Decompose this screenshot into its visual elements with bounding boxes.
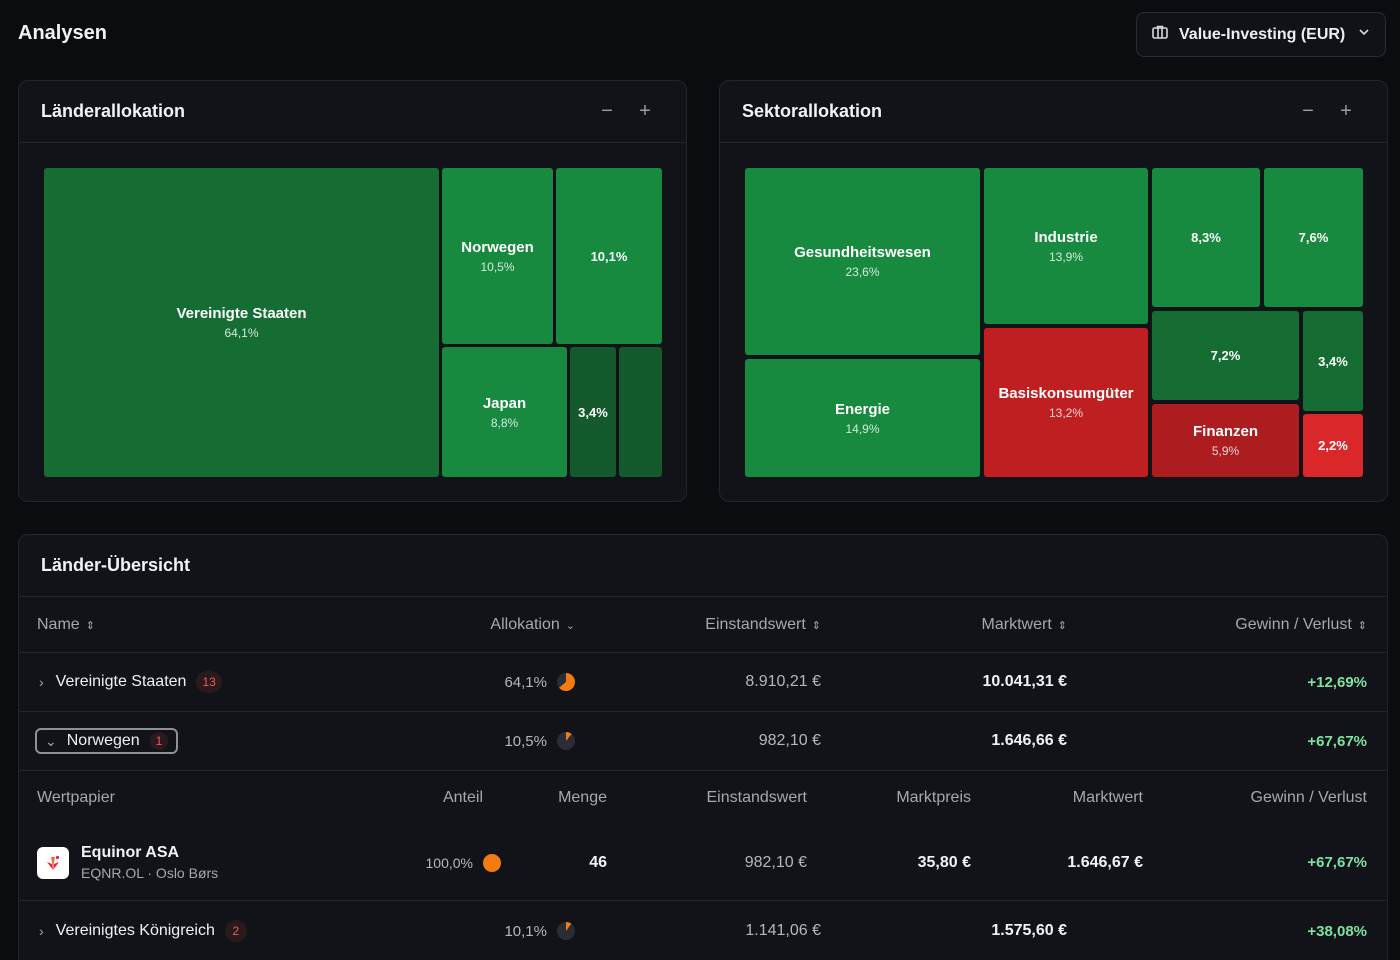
tile-sector-10[interactable]: 2,2%	[1303, 414, 1363, 477]
security-ticker: EQNR.OL · Oslo Børs	[81, 865, 219, 881]
page-title: Analysen	[18, 22, 107, 44]
portfolio-select[interactable]: Value-Investing (EUR)	[1136, 12, 1386, 57]
chevron-right-icon[interactable]: ›	[39, 674, 44, 690]
selected-row-name[interactable]: ⌄ Norwegen 1	[35, 728, 179, 754]
sort-icon: ⇕	[85, 619, 95, 632]
row-cost: 1.141,06 €	[745, 922, 821, 939]
table-header-row: Name ⇕ Allokation ⌄ Einstandswert ⇕ Marktwe…	[19, 598, 1387, 653]
sector-allocation-title: Sektorallokation	[742, 101, 883, 121]
tile-vereinigte-staaten[interactable]: Vereinigte Staaten 64,1%	[44, 168, 439, 477]
col-market[interactable]: Marktwert ⇕	[981, 616, 1067, 633]
col-allocation[interactable]: Allokation ⌄	[490, 616, 575, 633]
tile-sector-6[interactable]: 7,6%	[1264, 168, 1363, 307]
holdings-count-badge: 13	[196, 671, 222, 693]
row-name: › Vereinigte Staaten 13	[39, 653, 222, 711]
subcol-security: Wertpapier	[37, 789, 115, 806]
table-row[interactable]: › Vereinigte Staaten 13 64,1% 8.910,21 €…	[19, 653, 1387, 712]
row-name: ⌄ Norwegen 1	[35, 712, 179, 770]
sector-allocation-panel: Sektorallokation − + Gesundheitswesen 23…	[719, 80, 1388, 502]
share-dot-icon	[483, 853, 501, 872]
sort-icon: ⇕	[1357, 619, 1367, 632]
security-share: 100,0%	[426, 825, 501, 900]
row-market: 1.646,66 €	[991, 732, 1067, 749]
subcol-price: Marktpreis	[896, 789, 971, 806]
tile-sector-5[interactable]: 8,3%	[1152, 168, 1260, 307]
chevron-down-icon: ⌄	[565, 619, 575, 632]
tile-energie[interactable]: Energie 14,9%	[745, 359, 980, 477]
row-cost: 982,10 €	[758, 732, 821, 749]
table-row[interactable]: ⌄ Norwegen 1 10,5% 982,10 € 1.646,66 € +…	[19, 712, 1387, 771]
tile-gesundheitswesen[interactable]: Gesundheitswesen 23,6%	[745, 168, 980, 355]
row-allocation: 64,1%	[504, 653, 575, 711]
security-name-cell: Equinor ASA EQNR.OL · Oslo Børs	[37, 825, 218, 900]
chevron-down-icon	[1357, 25, 1371, 44]
sort-icon: ⇕	[811, 619, 821, 632]
subcol-quantity: Menge	[558, 789, 607, 806]
row-name: › Vereinigtes Königreich 2	[39, 901, 247, 960]
subcol-market: Marktwert	[1072, 789, 1143, 806]
tile-norwegen[interactable]: Norwegen 10,5%	[442, 168, 553, 344]
security-market: 1.646,67 €	[1067, 853, 1143, 871]
country-allocation-title: Länderallokation	[41, 101, 186, 121]
allocation-pie-icon	[557, 673, 575, 691]
briefcase-icon	[1151, 23, 1169, 46]
holdings-count-badge: 1	[149, 732, 169, 750]
zoom-out-button[interactable]: −	[1302, 100, 1314, 122]
country-treemap: Vereinigte Staaten 64,1% Norwegen 10,5% …	[43, 167, 663, 479]
country-overview-header: Länder-Übersicht	[19, 535, 1387, 597]
allocation-pie-icon	[557, 922, 575, 940]
subcol-share: Anteil	[442, 789, 483, 806]
zoom-in-button[interactable]: +	[1340, 100, 1352, 122]
tile-country-5[interactable]: 3,4%	[570, 347, 616, 477]
portfolio-select-label: Value-Investing (EUR)	[1179, 25, 1346, 43]
security-name: Equinor ASA	[81, 844, 180, 861]
row-market: 10.041,31 €	[982, 673, 1067, 690]
tile-basiskonsumgueter[interactable]: Basiskonsumgüter 13,2%	[984, 328, 1148, 477]
security-gain: +67,67%	[1307, 854, 1367, 871]
holdings-count-badge: 2	[224, 920, 247, 942]
security-price: 35,80 €	[917, 853, 971, 871]
sort-icon: ⇕	[1057, 619, 1067, 632]
tile-finanzen[interactable]: Finanzen 5,9%	[1152, 404, 1299, 477]
zoom-out-button[interactable]: −	[601, 100, 613, 122]
subcol-gain: Gewinn / Verlust	[1250, 789, 1368, 806]
chevron-down-icon[interactable]: ⌄	[45, 732, 57, 749]
row-allocation: 10,5%	[504, 712, 575, 770]
col-cost[interactable]: Einstandswert ⇕	[705, 616, 821, 633]
row-cost: 8.910,21 €	[745, 673, 821, 690]
security-row[interactable]: Equinor ASA EQNR.OL · Oslo Børs 100,0% 4…	[19, 825, 1387, 901]
tile-country-3[interactable]: 10,1%	[556, 168, 662, 344]
sector-allocation-header: Sektorallokation − +	[720, 81, 1387, 143]
row-market: 1.575,60 €	[991, 922, 1067, 939]
tile-japan[interactable]: Japan 8,8%	[442, 347, 567, 477]
security-cost: 982,10 €	[744, 853, 807, 871]
table-row[interactable]: › Vereinigtes Königreich 2 10,1% 1.141,0…	[19, 901, 1387, 960]
country-allocation-panel: Länderallokation − + Vereinigte Staaten …	[18, 80, 687, 502]
row-allocation: 10,1%	[504, 901, 575, 960]
row-gain: +67,67%	[1307, 732, 1367, 750]
tile-sector-8[interactable]: 3,4%	[1303, 311, 1363, 411]
securities-header-row: Wertpapier Anteil Menge Einstandswert Ma…	[19, 771, 1387, 825]
col-name[interactable]: Name ⇕	[37, 616, 95, 633]
country-overview-panel: Länder-Übersicht Name ⇕ Allokation ⌄ Einst…	[18, 534, 1388, 960]
country-overview-title: Länder-Übersicht	[41, 555, 191, 575]
col-gain[interactable]: Gewinn / Verlust ⇕	[1235, 616, 1367, 633]
security-quantity: 46	[589, 853, 607, 871]
tile-sector-7[interactable]: 7,2%	[1152, 311, 1299, 400]
tile-country-6[interactable]	[619, 347, 662, 477]
sector-treemap: Gesundheitswesen 23,6% Energie 14,9% Ind…	[744, 167, 1364, 479]
tile-industrie[interactable]: Industrie 13,9%	[984, 168, 1148, 324]
allocation-pie-icon	[557, 732, 575, 750]
equinor-logo-icon	[37, 846, 69, 879]
row-gain: +38,08%	[1307, 922, 1367, 940]
row-gain: +12,69%	[1307, 673, 1367, 691]
subcol-cost: Einstandswert	[706, 789, 808, 806]
country-allocation-header: Länderallokation − +	[19, 81, 686, 143]
chevron-right-icon[interactable]: ›	[39, 923, 44, 939]
zoom-in-button[interactable]: +	[639, 100, 651, 122]
